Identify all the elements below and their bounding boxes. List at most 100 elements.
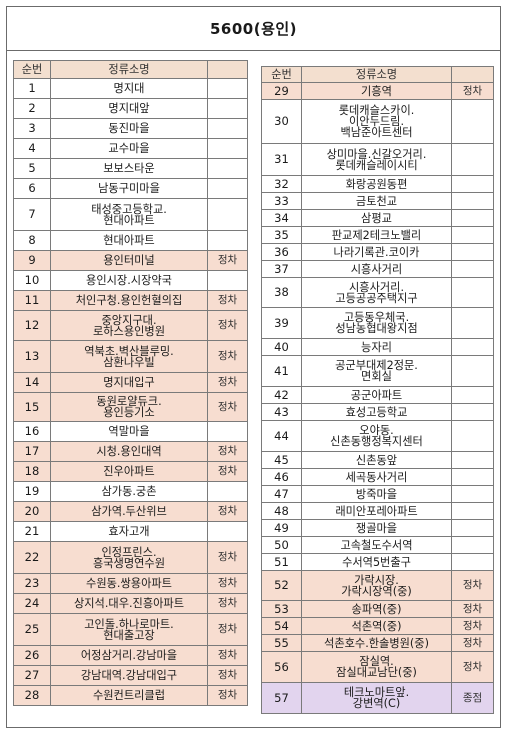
row-number: 5 xyxy=(13,158,51,179)
stop-name: 용인시장.시장약국 xyxy=(50,270,208,291)
stop-note xyxy=(451,175,494,193)
stop-name: 시흥사거리. 고등공공주택지구 xyxy=(301,277,452,308)
row-number: 4 xyxy=(13,138,51,159)
header-num: 순번 xyxy=(13,60,51,79)
table-row: 35 판교제2테크노밸리 xyxy=(261,226,494,244)
stop-name: 인정프린스. 흥국생명연수원 xyxy=(50,541,208,574)
row-number: 36 xyxy=(261,243,302,261)
stop-name: 수원동.쌍용아파트 xyxy=(50,573,208,594)
table-row: 31 상미마을.신갈오거리. 롯데캐슬레이시티 xyxy=(261,143,494,176)
row-number: 15 xyxy=(13,392,51,422)
stop-note: 종점 xyxy=(451,682,494,714)
stop-name: 보보스타운 xyxy=(50,158,208,179)
row-number: 49 xyxy=(261,519,302,537)
row-number: 23 xyxy=(13,573,51,594)
stop-name: 용인터미널 xyxy=(50,250,208,271)
table-row: 15 동원로얄듀크. 용인등기소 정차 xyxy=(13,392,248,422)
table-row: 28 수원컨트리클럽 정차 xyxy=(13,685,248,706)
stop-note xyxy=(207,158,248,179)
stop-note xyxy=(451,143,494,176)
row-number: 55 xyxy=(261,634,302,652)
stop-name: 어정삼거리.강남마을 xyxy=(50,645,208,666)
stop-note xyxy=(451,485,494,503)
row-number: 32 xyxy=(261,175,302,193)
stop-note xyxy=(451,243,494,261)
stop-name: 고인돌.하나로마트. 현대출고장 xyxy=(50,613,208,646)
row-number: 57 xyxy=(261,682,302,714)
stop-name: 고등동우체국. 성남농협대왕지점 xyxy=(301,307,452,339)
table-row: 54 석촌역(중) 정차 xyxy=(261,617,494,635)
stop-note xyxy=(207,198,248,231)
row-number: 6 xyxy=(13,178,51,199)
table-row: 43 효성고등학교 xyxy=(261,403,494,421)
table-row: 39 고등동우체국. 성남농협대왕지점 xyxy=(261,307,494,339)
row-number: 30 xyxy=(261,99,302,144)
stop-note: 정차 xyxy=(207,613,248,646)
table-row: 2 명지대앞 xyxy=(13,98,248,119)
table-row: 19 삼가동.궁촌 xyxy=(13,481,248,502)
stop-note: 정차 xyxy=(207,441,248,462)
table-row: 18 진우아파트 정차 xyxy=(13,461,248,482)
stop-name: 송파역(중) xyxy=(301,600,452,618)
table-row: 24 상지석.대우.진흥아파트 정차 xyxy=(13,593,248,614)
row-number: 47 xyxy=(261,485,302,503)
table-row: 17 시청.용인대역 정차 xyxy=(13,441,248,462)
stop-note: 정차 xyxy=(451,617,494,635)
stop-name: 삼가역.두산위브 xyxy=(50,501,208,522)
table-row: 25 고인돌.하나로마트. 현대출고장 정차 xyxy=(13,613,248,646)
row-number: 45 xyxy=(261,451,302,469)
stop-note xyxy=(451,403,494,421)
stop-note: 정차 xyxy=(451,570,494,601)
stop-note xyxy=(451,338,494,356)
stop-note: 정차 xyxy=(207,372,248,393)
row-number: 42 xyxy=(261,386,302,404)
header-note xyxy=(207,60,248,79)
row-number: 40 xyxy=(261,338,302,356)
stop-note: 정차 xyxy=(207,541,248,574)
stop-name: 삼가동.궁촌 xyxy=(50,481,208,502)
header-name: 정류소명 xyxy=(50,60,208,79)
stop-note: 정차 xyxy=(207,685,248,706)
row-number: 56 xyxy=(261,651,302,683)
stop-name: 처인구청.용인헌혈의집 xyxy=(50,290,208,311)
row-number: 14 xyxy=(13,372,51,393)
row-number: 33 xyxy=(261,192,302,210)
row-number: 21 xyxy=(13,521,51,542)
stop-name: 강남대역.강남대입구 xyxy=(50,665,208,686)
stop-name: 석촌역(중) xyxy=(301,617,452,635)
stop-note: 정차 xyxy=(207,461,248,482)
table-row: 48 래미안포레아파트 xyxy=(261,502,494,520)
stop-name: 상미마을.신갈오거리. 롯데캐슬레이시티 xyxy=(301,143,452,176)
stop-name: 시흥사거리 xyxy=(301,260,452,278)
table-row: 53 송파역(중) 정차 xyxy=(261,600,494,618)
table-row: 56 잠실역. 잠실대교남단(중) 정차 xyxy=(261,651,494,683)
row-number: 1 xyxy=(13,78,51,99)
stop-name: 태성중고등학교. 현대아파트 xyxy=(50,198,208,231)
row-number: 7 xyxy=(13,198,51,231)
row-number: 37 xyxy=(261,260,302,278)
table-row: 37 시흥사거리 xyxy=(261,260,494,278)
table-row: 45 신촌동앞 xyxy=(261,451,494,469)
table-row: 4 교수마을 xyxy=(13,138,248,159)
stop-name: 중앙지구대. 로하스용인병원 xyxy=(50,310,208,341)
stop-note xyxy=(451,307,494,339)
stop-name: 삼평교 xyxy=(301,209,452,227)
table-row: 10 용인시장.시장약국 xyxy=(13,270,248,291)
table-row: 16 역말마을 xyxy=(13,421,248,442)
row-number: 20 xyxy=(13,501,51,522)
table-row: 20 삼가역.두산위브 정차 xyxy=(13,501,248,522)
stop-note xyxy=(207,481,248,502)
row-number: 2 xyxy=(13,98,51,119)
row-number: 19 xyxy=(13,481,51,502)
stop-name: 롯데캐슬스카이. 이안두드림. 백남준아트센터 xyxy=(301,99,452,144)
header-name: 정류소명 xyxy=(301,66,452,83)
stop-name: 역말마을 xyxy=(50,421,208,442)
table-row: 57 테크노마트앞. 강변역(C) 종점 xyxy=(261,682,494,714)
table-row: 13 역북초.벽산블루밍. 삼환나우빌 정차 xyxy=(13,340,248,373)
stop-note xyxy=(207,421,248,442)
row-number: 9 xyxy=(13,250,51,271)
stop-note xyxy=(207,230,248,251)
table-row: 46 세곡동사거리 xyxy=(261,468,494,486)
stop-note: 정차 xyxy=(451,651,494,683)
row-number: 48 xyxy=(261,502,302,520)
